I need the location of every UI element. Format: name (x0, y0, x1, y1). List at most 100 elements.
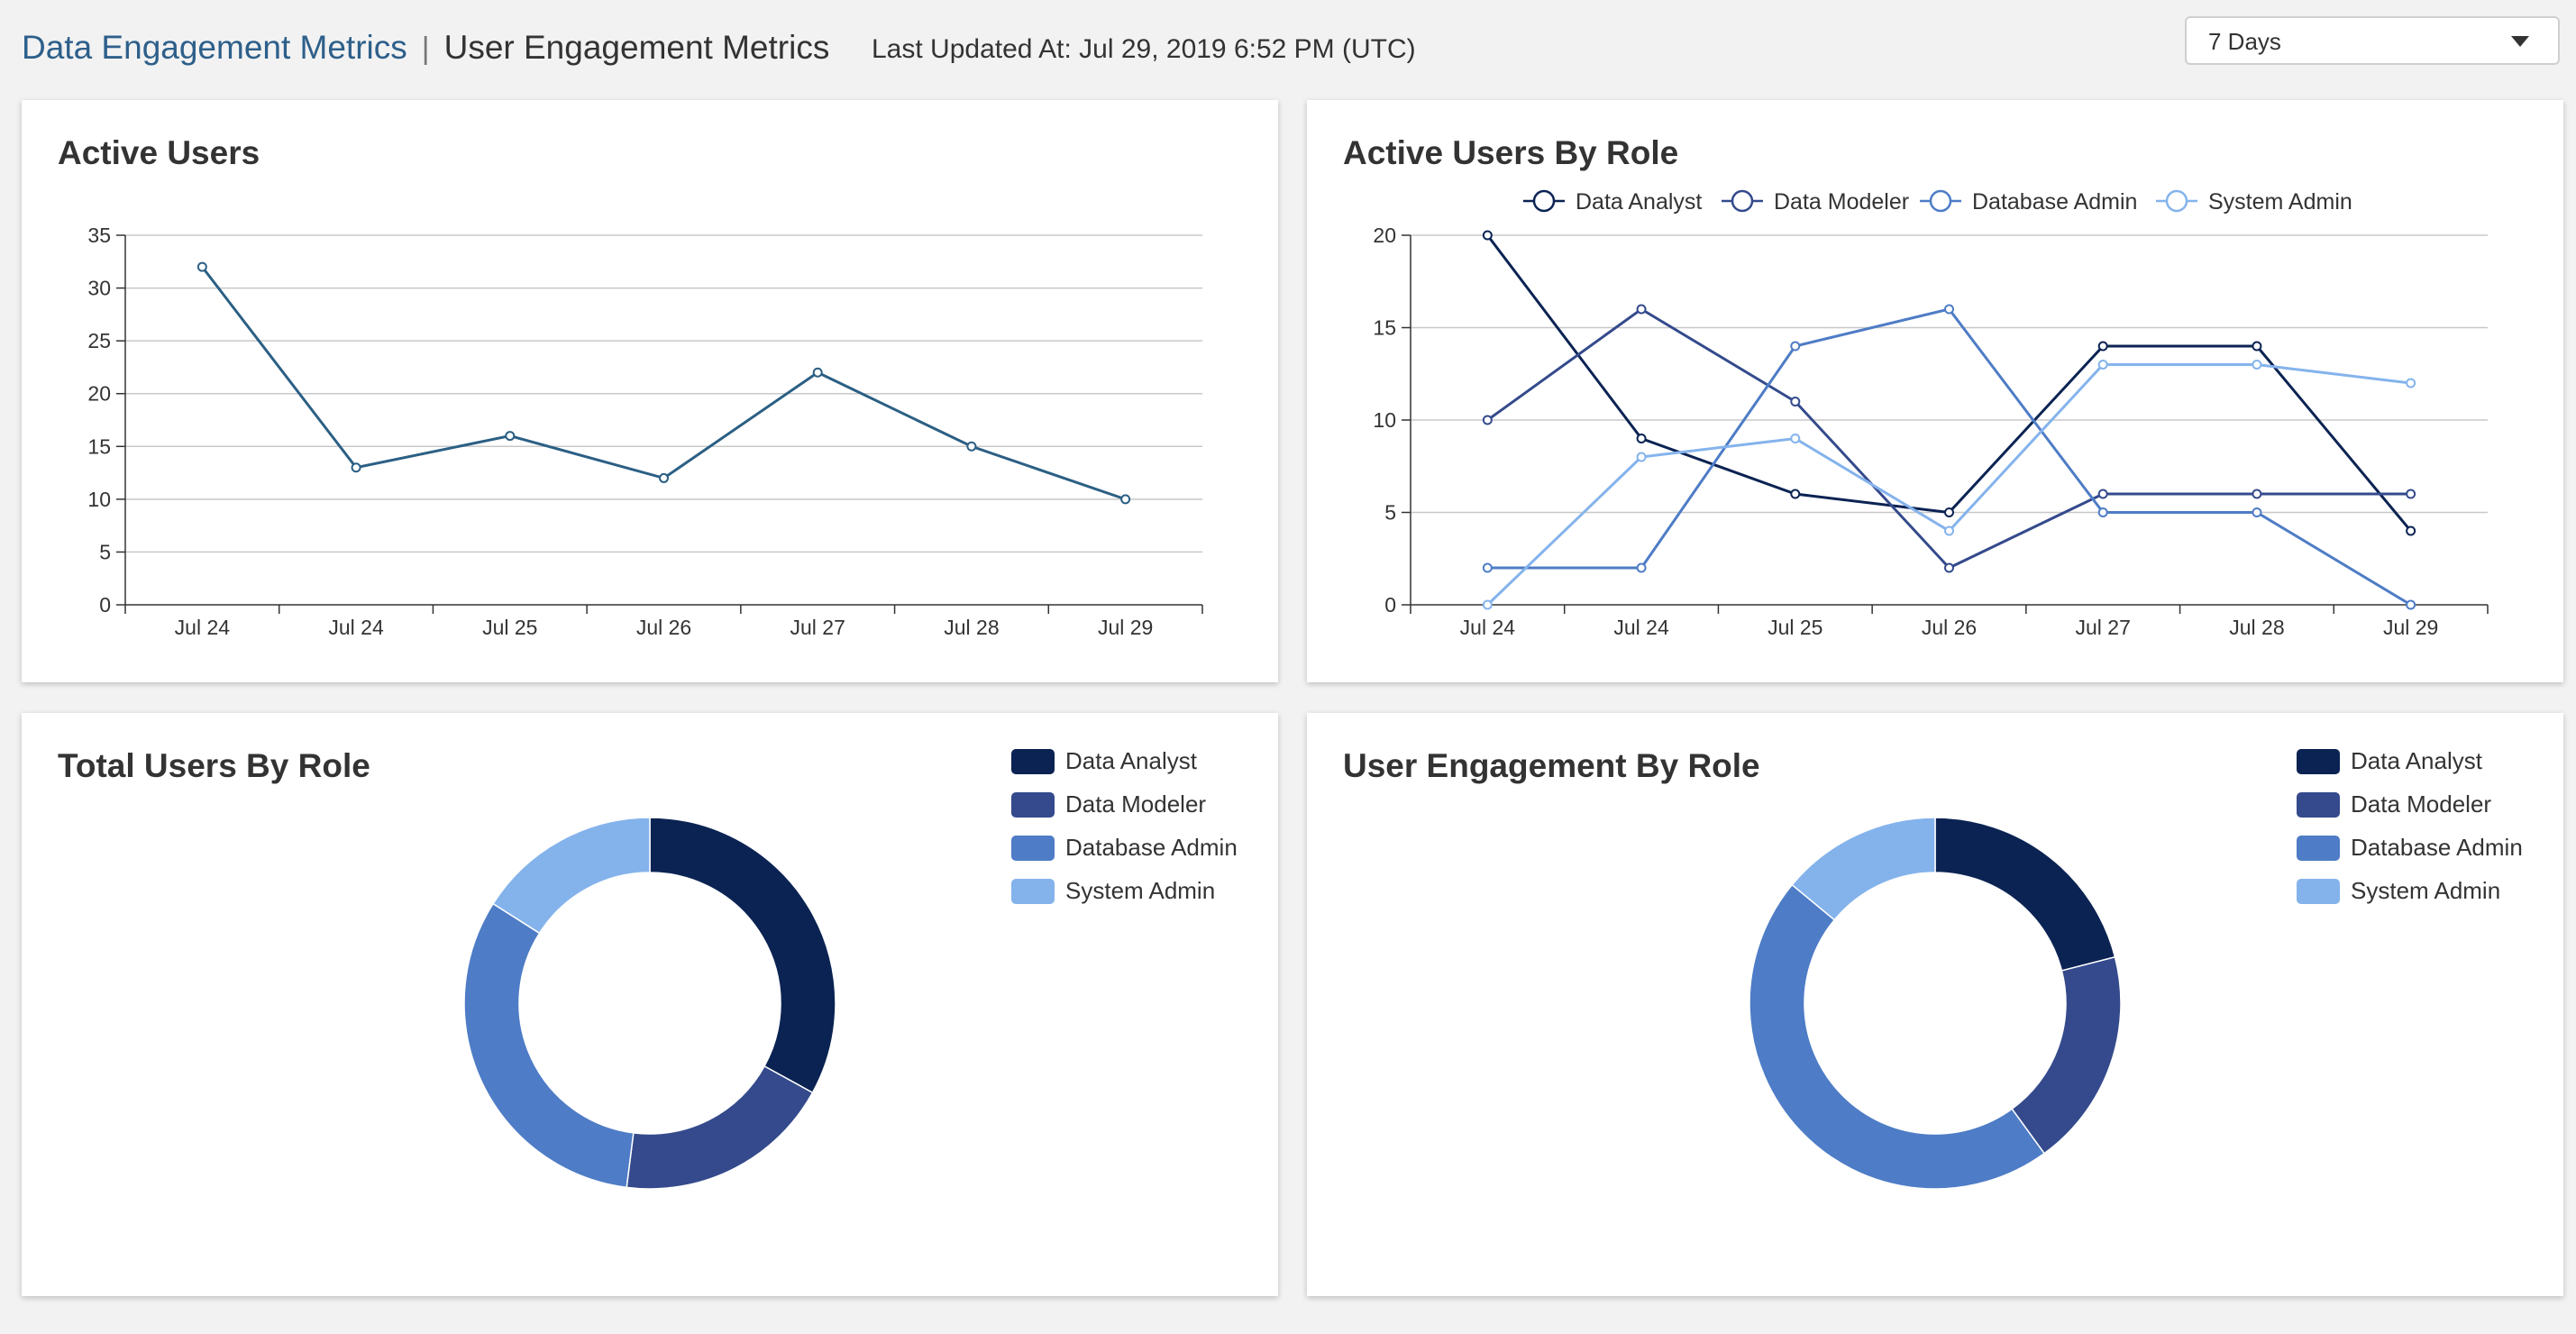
user-engagement-by-role-donut-chart (1749, 817, 2122, 1190)
x-tick-label: Jul 27 (790, 616, 845, 639)
x-tick-label: Jul 26 (1922, 616, 1977, 639)
y-tick-label: 0 (99, 593, 111, 617)
data-point (1944, 304, 1954, 315)
x-tick-label: Jul 27 (2076, 616, 2131, 639)
donut-slice-database-admin (1749, 883, 2046, 1190)
time-range-value: 7 Days (2208, 28, 2281, 55)
data-point (1636, 304, 1647, 315)
legend-swatch (2297, 792, 2340, 818)
donut-slice-data-analyst (649, 817, 836, 1094)
data-point (2406, 378, 2416, 388)
card-title: Active Users (58, 134, 260, 171)
donut-slice-data-modeler (626, 1064, 814, 1190)
legend-label: Database Admin (2351, 834, 2523, 861)
x-tick-label: Jul 24 (1460, 616, 1516, 639)
breadcrumb-separator: | (421, 32, 430, 66)
data-point (1482, 599, 1493, 610)
data-point (1482, 562, 1493, 573)
series-line-database-admin (1487, 307, 2412, 607)
user-engagement-by-role-card: User Engagement By Role Data Analyst Data… (1307, 713, 2563, 1296)
breadcrumb-current-page: User Engagement Metrics (443, 29, 830, 66)
data-point (1482, 415, 1493, 425)
data-point (2406, 599, 2416, 610)
data-point (2406, 489, 2416, 499)
y-tick-label: 15 (1373, 316, 1396, 340)
y-tick-label: 20 (87, 382, 111, 406)
legend-label: Data Analyst (2351, 747, 2482, 774)
legend-swatch (2297, 879, 2340, 904)
x-tick-label: Jul 26 (636, 616, 691, 639)
data-point (1790, 397, 1801, 407)
active-users-by-role-line-chart: 0 5 10 15 20 Jul 24 Jul 24 Jul 25 Jul 26 Jul 27 Ju… (1373, 189, 2489, 639)
card-title: User Engagement By Role (1343, 747, 1760, 784)
data-point (2252, 489, 2262, 499)
active-users-line-chart: 0 5 10 15 20 25 30 35 Jul 24 Jul 24 Jul 25 Jul 26 Ju… (87, 224, 1203, 639)
card-title: Active Users By Role (1343, 134, 1679, 171)
data-point (2406, 525, 2416, 536)
y-tick-label: 0 (1384, 593, 1396, 617)
data-point (505, 431, 516, 442)
active-users-card: Active Users 0 5 10 15 20 25 30 35 Jul 24 Jul 24 J… (22, 100, 1278, 682)
data-point (1120, 494, 1131, 505)
data-point (1790, 341, 1801, 352)
breadcrumb-link-data-engagement-metrics[interactable]: Data Engagement Metrics (22, 29, 407, 66)
series-line (201, 266, 1127, 501)
time-range-dropdown[interactable]: 7 Days (2185, 16, 2560, 65)
last-updated-text: Last Updated At: Jul 29, 2019 6:52 PM (U… (872, 34, 1416, 64)
legend-marker (1532, 189, 1556, 213)
data-point (196, 261, 207, 272)
chevron-down-icon (2511, 36, 2529, 47)
legend-swatch (2297, 836, 2340, 861)
data-point (2252, 360, 2262, 370)
data-point (2252, 507, 2262, 517)
active-users-by-role-card: Active Users By Role 0 5 10 15 20 Jul 24 Jul 2… (1307, 100, 2563, 682)
donut-slice-system-admin (492, 817, 651, 935)
donut-slice-database-admin (463, 902, 635, 1189)
data-point (1944, 525, 1954, 536)
data-point (659, 472, 669, 483)
data-point (1790, 434, 1801, 443)
legend-label: Data Modeler (2351, 790, 2492, 818)
x-tick-label: Jul 29 (2383, 616, 2438, 639)
data-point (812, 367, 823, 378)
legend-swatch (2297, 749, 2340, 774)
legend-swatch (1011, 879, 1055, 904)
legend-label-system-admin: System Admin (2208, 189, 2352, 215)
legend-label: Data Analyst (1065, 747, 1197, 774)
total-users-by-role-card: Total Users By Role Data Analyst Data Mod… (22, 713, 1278, 1296)
legend-label-data-modeler: Data Modeler (1774, 189, 1909, 215)
data-point (2097, 489, 2108, 499)
y-tick-label: 30 (87, 277, 111, 300)
data-point (2097, 341, 2108, 352)
data-point (1636, 434, 1647, 443)
y-tick-label: 5 (99, 540, 111, 563)
legend-label-database-admin: Database Admin (1972, 189, 2137, 215)
y-tick-label: 35 (87, 224, 111, 247)
y-tick-label: 5 (1384, 501, 1396, 525)
legend-marker (2165, 189, 2188, 213)
legend-label: System Admin (2351, 877, 2501, 904)
data-point (1636, 562, 1647, 573)
y-tick-label: 15 (87, 434, 111, 458)
x-tick-label: Jul 29 (1098, 616, 1153, 639)
data-point (1482, 230, 1493, 241)
legend-label: System Admin (1065, 877, 1216, 904)
y-tick-label: 10 (1373, 408, 1396, 432)
data-point (1944, 562, 1954, 573)
data-point (966, 441, 977, 452)
legend-marker (1929, 189, 1952, 213)
legend-marker (1731, 189, 1754, 213)
total-users-by-role-donut-chart (463, 817, 836, 1190)
x-tick-label: Jul 24 (1613, 616, 1669, 639)
donut-slice-system-admin (1791, 817, 1936, 921)
x-tick-label: Jul 25 (482, 616, 537, 639)
y-tick-label: 10 (87, 488, 111, 511)
y-tick-label: 25 (87, 329, 111, 352)
legend-label: Data Modeler (1065, 790, 1207, 818)
legend-swatch (1011, 836, 1055, 861)
donut-slice-data-analyst (1934, 817, 2116, 972)
series-line-data-analyst (1486, 234, 2412, 532)
x-tick-label: Jul 28 (944, 616, 999, 639)
data-point (1944, 507, 1954, 517)
legend-swatch (1011, 792, 1055, 818)
